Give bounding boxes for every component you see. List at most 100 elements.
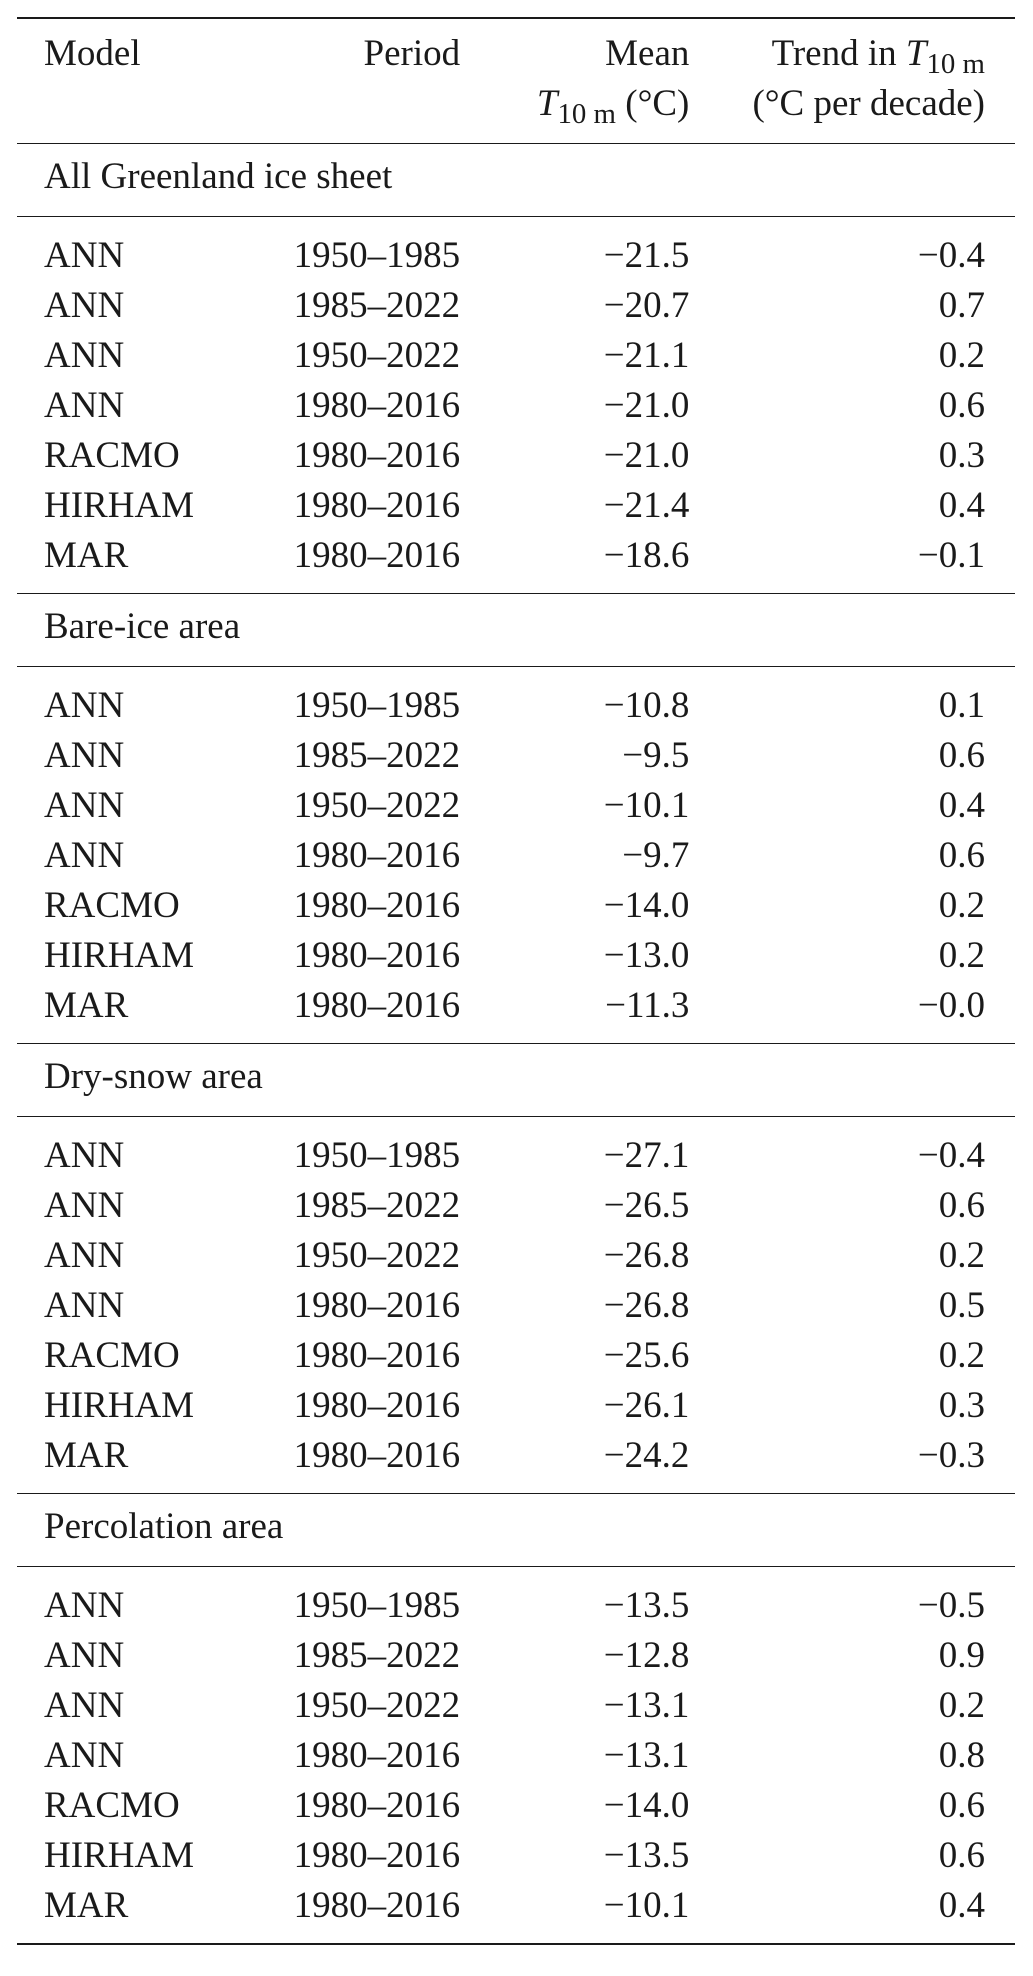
- cell-model: RACMO: [44, 1335, 180, 1376]
- table-row: ANN 1950–1985 −13.5 −0.5: [17, 1567, 1015, 1632]
- cell-model: RACMO: [44, 435, 180, 476]
- cell-period: 1950–2022: [293, 335, 461, 376]
- cell-period: 1985–2022: [293, 1185, 461, 1226]
- section-title: Percolation area: [17, 1493, 1015, 1567]
- cell-model: HIRHAM: [44, 1385, 195, 1426]
- section-header-row: All Greenland ice sheet: [17, 143, 1015, 217]
- cell-mean: −26.1: [603, 1385, 690, 1426]
- section-title: All Greenland ice sheet: [17, 143, 1015, 217]
- cell-mean: −24.2: [603, 1435, 690, 1476]
- table-row: RACMO 1980–2016 −14.0 0.2: [17, 881, 1015, 931]
- cell-mean: −10.1: [460, 1881, 690, 1945]
- cell-trend: 0.7: [938, 285, 985, 326]
- cell-period: 1980–2016: [293, 1785, 461, 1826]
- table-row: ANN 1950–2022 −21.1 0.2: [17, 331, 1015, 381]
- table-row: ANN 1985–2022 −26.5 0.6: [17, 1181, 1015, 1231]
- cell-trend: 0.2: [938, 935, 985, 976]
- header-trend-text: Trend in: [771, 33, 897, 74]
- cell-trend: 0.3: [938, 1385, 985, 1426]
- cell-model: ANN: [44, 1635, 125, 1676]
- cell-mean: −12.8: [603, 1635, 690, 1676]
- header-period-label: Period: [363, 33, 461, 74]
- cell-model: ANN: [44, 1735, 125, 1776]
- cell-period: 1950–1985: [293, 685, 461, 726]
- cell-period: 1980–2016: [293, 535, 461, 576]
- cell-trend: 0.6: [938, 1835, 985, 1876]
- cell-trend: 0.6: [938, 735, 985, 776]
- cell-model: MAR: [44, 1435, 129, 1476]
- header-mean-var: T: [536, 83, 558, 124]
- table-row: MAR 1980–2016 −11.3 −0.0: [17, 981, 1015, 1044]
- cell-mean: −13.5: [603, 1835, 690, 1876]
- header-trend-var: T: [905, 33, 927, 74]
- header-model-label: Model: [44, 33, 141, 74]
- table-row: ANN 1980–2016 −13.1 0.8: [17, 1731, 1015, 1781]
- table-header: Model Period Mean T10 m (°C) Trend in T1…: [17, 17, 1015, 144]
- cell-trend: 0.6: [938, 835, 985, 876]
- cell-mean: −13.1: [603, 1735, 690, 1776]
- cell-mean: −14.0: [603, 885, 690, 926]
- header-mean-unit: (°C): [625, 83, 690, 124]
- cell-period: 1950–1985: [293, 1135, 461, 1176]
- cell-model: ANN: [44, 235, 125, 276]
- cell-trend: 0.1: [938, 685, 985, 726]
- table-row: ANN 1980–2016 −9.7 0.6: [17, 831, 1015, 881]
- cell-trend: −0.4: [917, 235, 985, 276]
- cell-model: ANN: [44, 285, 125, 326]
- header-trend-sub: 10 m: [926, 48, 985, 81]
- cell-mean: −25.6: [603, 1335, 690, 1376]
- table-row: ANN 1980–2016 −26.8 0.5: [17, 1281, 1015, 1331]
- table-row: ANN 1950–1985 −21.5 −0.4: [17, 217, 1015, 282]
- cell-period: 1980–2016: [293, 1835, 461, 1876]
- header-mean-line1: Mean: [605, 33, 690, 74]
- header-trend: Trend in T10 m (°C per decade): [689, 17, 1015, 144]
- cell-period: 1980–2016: [293, 935, 461, 976]
- cell-trend: 0.5: [938, 1285, 985, 1326]
- table-row: ANN 1985–2022 −9.5 0.6: [17, 731, 1015, 781]
- header-mean-line2: T10 m (°C): [460, 79, 689, 129]
- cell-trend: 0.4: [689, 1881, 1015, 1945]
- table-row: ANN 1985–2022 −20.7 0.7: [17, 281, 1015, 331]
- cell-model: ANN: [44, 785, 125, 826]
- section-header-row: Bare-ice area: [17, 593, 1015, 667]
- cell-trend: 0.4: [938, 785, 985, 826]
- cell-model: HIRHAM: [44, 485, 195, 526]
- table-row: HIRHAM 1980–2016 −21.4 0.4: [17, 481, 1015, 531]
- cell-model: RACMO: [44, 1785, 180, 1826]
- cell-period: 1980–2016: [293, 985, 461, 1026]
- cell-period: 1985–2022: [293, 735, 461, 776]
- cell-model: MAR: [44, 535, 129, 576]
- cell-trend: −0.4: [917, 1135, 985, 1176]
- cell-mean: −10.1: [603, 785, 690, 826]
- header-mean: Mean T10 m (°C): [460, 17, 690, 144]
- cell-trend: 0.4: [938, 485, 985, 526]
- cell-period: 1950–1985: [293, 1585, 461, 1626]
- header-trend-line2: (°C per decade): [752, 83, 985, 124]
- cell-model: ANN: [44, 385, 125, 426]
- cell-mean: −26.5: [603, 1185, 690, 1226]
- cell-model: ANN: [44, 1685, 125, 1726]
- cell-model: ANN: [44, 1185, 125, 1226]
- table-row: RACMO 1980–2016 −14.0 0.6: [17, 1781, 1015, 1831]
- table-row: ANN 1950–1985 −27.1 −0.4: [17, 1117, 1015, 1182]
- cell-mean: −14.0: [603, 1785, 690, 1826]
- cell-trend: 0.6: [938, 1785, 985, 1826]
- header-period: Period: [228, 17, 461, 144]
- table-row: ANN 1950–2022 −13.1 0.2: [17, 1681, 1015, 1731]
- cell-model: MAR: [17, 1881, 229, 1945]
- cell-mean: −10.8: [603, 685, 690, 726]
- cell-trend: 0.3: [938, 435, 985, 476]
- cell-trend: 0.2: [938, 335, 985, 376]
- cell-period: 1980–2016: [293, 385, 461, 426]
- cell-mean: −21.4: [603, 485, 690, 526]
- cell-trend: 0.8: [938, 1735, 985, 1776]
- cell-trend: 0.9: [938, 1635, 985, 1676]
- header-model: Model: [17, 17, 229, 144]
- cell-model: ANN: [44, 1135, 125, 1176]
- cell-trend: 0.2: [938, 885, 985, 926]
- table-row: ANN 1950–1985 −10.8 0.1: [17, 667, 1015, 732]
- cell-period: 1980–2016: [293, 485, 461, 526]
- section-header-row: Percolation area: [17, 1493, 1015, 1567]
- cell-trend: 0.2: [938, 1235, 985, 1276]
- cell-trend: 0.2: [938, 1685, 985, 1726]
